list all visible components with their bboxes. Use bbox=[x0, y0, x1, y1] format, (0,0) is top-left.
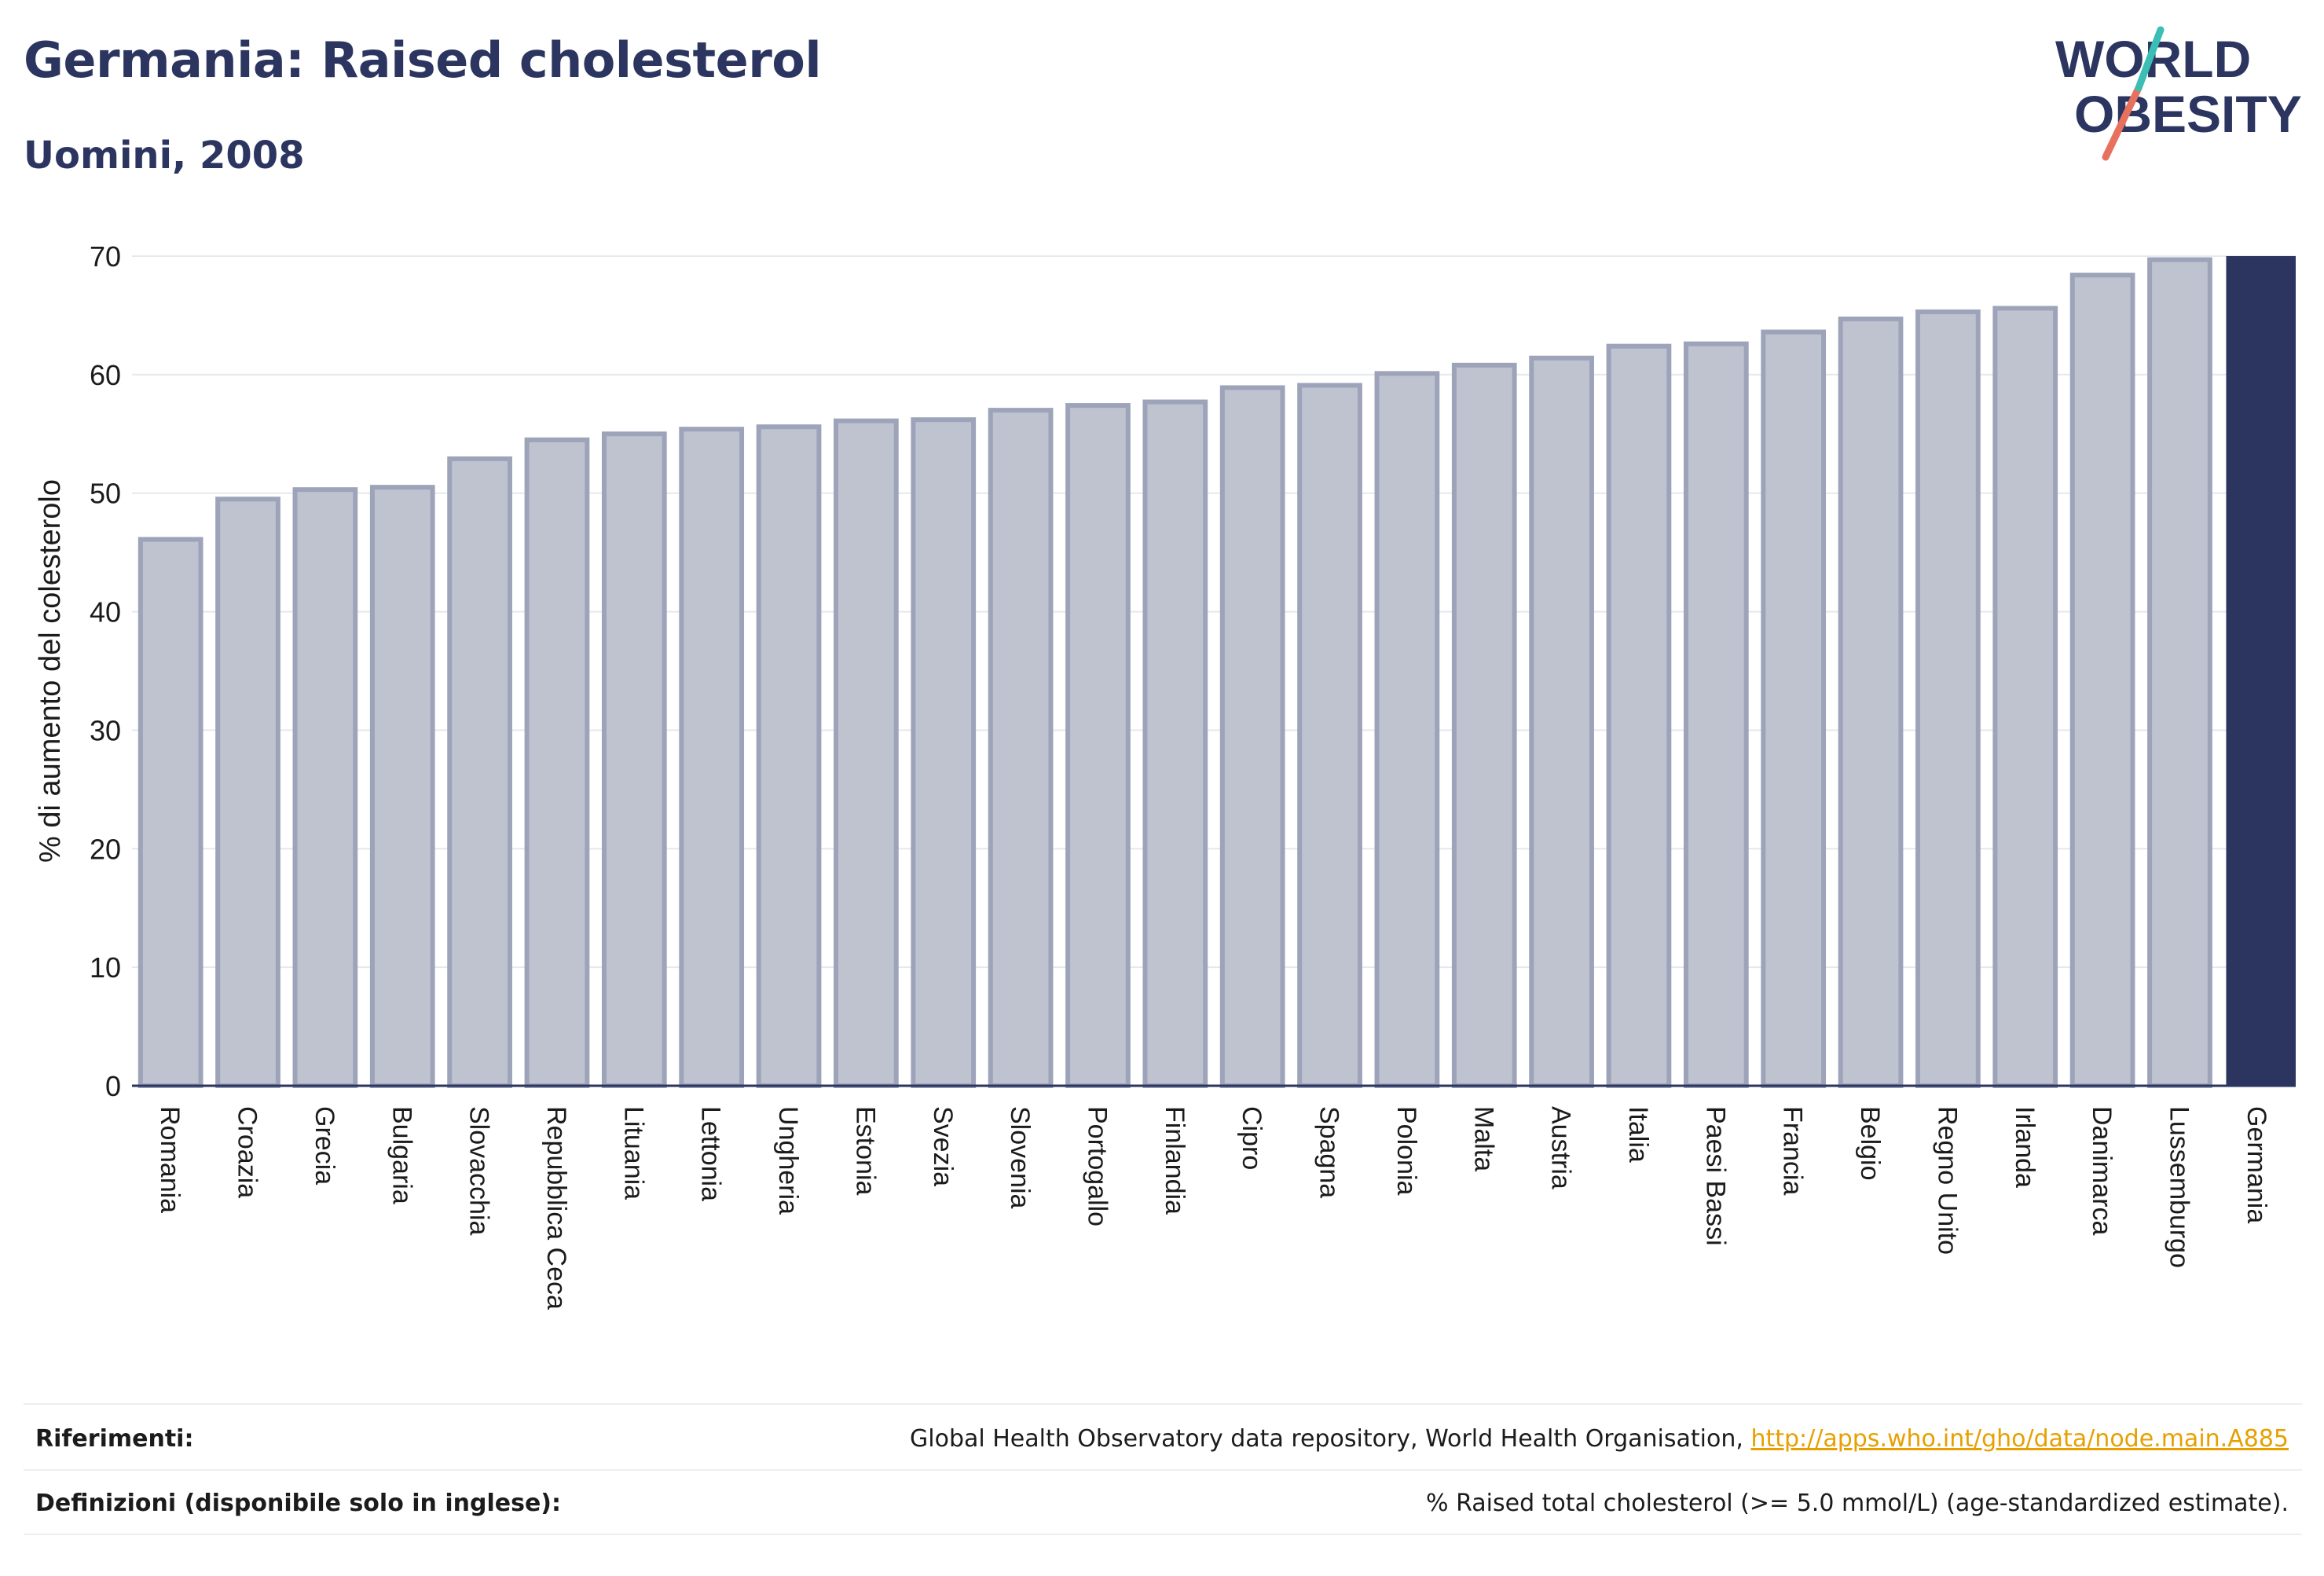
bar-malta[interactable] bbox=[1451, 362, 1517, 1088]
bar-portogallo[interactable] bbox=[1065, 403, 1131, 1088]
footer-divider bbox=[24, 1469, 2302, 1471]
x-tick-label: Germania bbox=[2242, 1106, 2271, 1223]
bar-slovacchia[interactable] bbox=[447, 456, 512, 1088]
references-label: Riferimenti: bbox=[35, 1425, 194, 1453]
bar-slovenia[interactable] bbox=[988, 408, 1054, 1088]
y-axis-title: % di aumento del colesterolo bbox=[34, 479, 67, 863]
bar-italia[interactable] bbox=[1606, 343, 1672, 1088]
bar-grecia[interactable] bbox=[292, 487, 358, 1088]
references-text: Global Health Observatory data repositor… bbox=[910, 1425, 1751, 1453]
x-tick-label: Regno Unito bbox=[1932, 1106, 1962, 1255]
bar-svezia[interactable] bbox=[911, 417, 977, 1088]
bar-francia[interactable] bbox=[1761, 329, 1827, 1088]
x-tick-label: Irlanda bbox=[2010, 1106, 2040, 1188]
bar-irlanda[interactable] bbox=[1992, 306, 2058, 1088]
bar-finlandia[interactable] bbox=[1142, 399, 1208, 1089]
x-tick-label: Polonia bbox=[1391, 1106, 1421, 1196]
x-tick-label: Danimarca bbox=[2087, 1106, 2117, 1235]
bar-estonia[interactable] bbox=[834, 418, 899, 1088]
bar-chart: 0 10 20 30 40 50 60 70 Romania Croazia Grecia Bulg… bbox=[34, 240, 2296, 1310]
definitions-label: Definizioni (disponibile solo in inglese… bbox=[35, 1490, 561, 1517]
x-tick-label: Croazia bbox=[233, 1106, 262, 1198]
y-tick-label: 70 bbox=[90, 240, 121, 273]
y-tick-label: 10 bbox=[90, 951, 121, 984]
y-tick-label: 50 bbox=[90, 478, 121, 510]
bar-lettonia[interactable] bbox=[679, 427, 745, 1088]
footer-divider bbox=[24, 1403, 2302, 1405]
x-tick-label: Belgio bbox=[1855, 1106, 1885, 1181]
x-tick-label: Spagna bbox=[1314, 1106, 1344, 1198]
x-tick-label: Austria bbox=[1546, 1106, 1576, 1189]
bar-polonia[interactable] bbox=[1374, 371, 1440, 1088]
x-tick-label: Romania bbox=[155, 1106, 185, 1213]
footer-divider bbox=[24, 1534, 2302, 1535]
bar-lussemburgo[interactable] bbox=[2147, 257, 2212, 1088]
bar-belgio[interactable] bbox=[1838, 316, 1904, 1088]
bar-ungheria[interactable] bbox=[756, 424, 822, 1088]
x-tick-label: Slovacchia bbox=[464, 1106, 494, 1236]
bar-cipro[interactable] bbox=[1219, 385, 1285, 1088]
y-tick-label: 0 bbox=[105, 1070, 121, 1102]
x-tick-label: Finlandia bbox=[1160, 1106, 1189, 1215]
y-tick-label: 40 bbox=[90, 596, 121, 629]
logo-line2: OBESITY bbox=[2074, 85, 2302, 143]
x-tick-label: Bulgaria bbox=[387, 1106, 416, 1204]
x-tick-label: Repubblica Ceca bbox=[541, 1106, 571, 1310]
x-tick-label: Paesi Bassi bbox=[1700, 1106, 1730, 1246]
bar-germania[interactable] bbox=[2226, 256, 2296, 1086]
x-tick-label: Grecia bbox=[310, 1106, 339, 1185]
chart-title: Germania: Raised cholesterol bbox=[24, 31, 822, 89]
y-tick-label: 30 bbox=[90, 714, 121, 746]
world-obesity-logo: WORLD OBESITY bbox=[2055, 26, 2302, 161]
bar-romania[interactable] bbox=[137, 537, 203, 1088]
bar-paesi-bassi[interactable] bbox=[1683, 341, 1749, 1088]
x-tick-label: Malta bbox=[1468, 1106, 1498, 1171]
y-tick-label: 20 bbox=[90, 833, 121, 865]
x-tick-label: Lettonia bbox=[696, 1106, 726, 1201]
x-tick-label: Lussemburgo bbox=[2164, 1106, 2194, 1268]
x-tick-label: Lituania bbox=[618, 1106, 648, 1200]
chart-subtitle: Uomini, 2008 bbox=[24, 134, 305, 178]
bar-croazia[interactable] bbox=[215, 497, 280, 1088]
bar-repubblica-ceca[interactable] bbox=[524, 437, 590, 1088]
y-axis: 0 10 20 30 40 50 60 70 bbox=[90, 240, 121, 1102]
bar-regno-unito[interactable] bbox=[1915, 309, 1981, 1089]
x-axis-labels: Romania Croazia Grecia Bulgaria Slovacchia Re… bbox=[155, 1106, 2271, 1310]
x-tick-label: Francia bbox=[1778, 1106, 1808, 1195]
bar-spagna[interactable] bbox=[1297, 383, 1362, 1089]
bar-danimarca[interactable] bbox=[2069, 273, 2135, 1089]
x-tick-label: Ungheria bbox=[773, 1106, 803, 1215]
bar-lituania[interactable] bbox=[601, 431, 667, 1088]
x-tick-label: Italia bbox=[1623, 1106, 1653, 1163]
references-link[interactable]: http://apps.who.int/gho/data/node.main.A… bbox=[1750, 1425, 2289, 1453]
x-tick-label: Svezia bbox=[928, 1106, 958, 1186]
bars bbox=[137, 256, 2296, 1089]
definitions-value: % Raised total cholesterol (>= 5.0 mmol/… bbox=[1426, 1490, 2289, 1517]
x-tick-label: Cipro bbox=[1237, 1106, 1266, 1170]
bar-austria[interactable] bbox=[1529, 355, 1594, 1089]
bar-bulgaria[interactable] bbox=[369, 485, 435, 1088]
x-tick-label: Slovenia bbox=[1005, 1106, 1035, 1209]
x-tick-label: Estonia bbox=[850, 1106, 880, 1195]
references-value: Global Health Observatory data repositor… bbox=[910, 1425, 2289, 1453]
y-tick-label: 60 bbox=[90, 359, 121, 391]
x-tick-label: Portogallo bbox=[1082, 1106, 1112, 1226]
